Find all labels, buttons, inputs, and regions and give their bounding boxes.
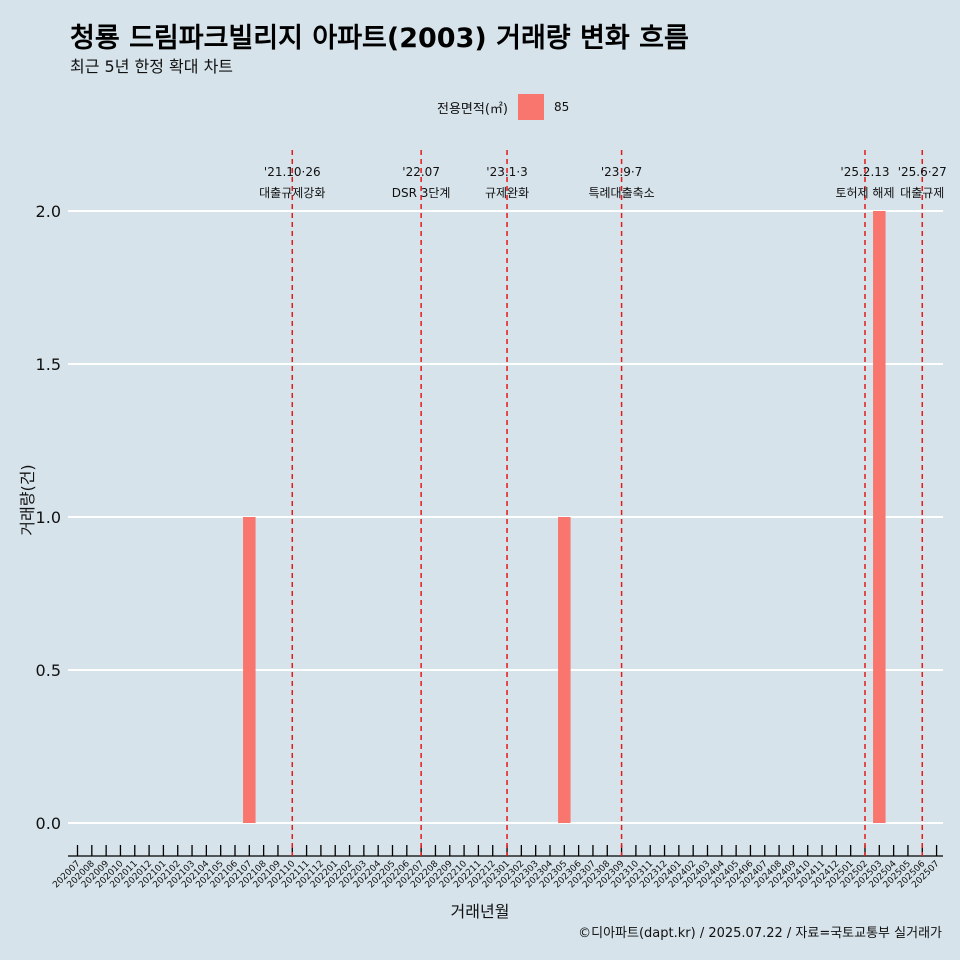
event-label: DSR 3단계: [392, 186, 451, 200]
legend-swatch: [517, 94, 544, 120]
y-tick-label: 0.0: [36, 814, 61, 833]
event-date: '25.2.13: [840, 165, 889, 179]
event-label: 규제완화: [485, 186, 529, 200]
event-label: 토허제 해제: [835, 186, 894, 200]
event-date: '21.10·26: [264, 165, 321, 179]
legend-label: 85: [553, 100, 570, 114]
y-tick-label: 0.5: [36, 661, 61, 680]
legend-title: 전용면적(㎡): [437, 101, 508, 117]
event-date: '23.9·7: [601, 165, 642, 179]
bar: [873, 211, 886, 823]
chart-subtitle: 최근 5년 한정 확대 차트: [70, 57, 234, 76]
bar: [243, 517, 256, 823]
y-axis-label: 거래량(건): [18, 464, 37, 536]
event-date: '23.1·3: [486, 165, 527, 179]
y-tick-label: 1.0: [36, 508, 61, 527]
y-tick-label: 2.0: [36, 202, 61, 221]
event-date: '25.6·27: [898, 165, 947, 179]
event-date: '22.07: [402, 165, 440, 179]
event-label: 특례대출축소: [588, 186, 654, 200]
event-label: 대출규제강화: [259, 186, 325, 200]
x-axis-label: 거래년월: [450, 902, 510, 921]
bar: [558, 517, 571, 823]
caption: ©디아파트(dapt.kr) / 2025.07.22 / 자료=국토교통부 실…: [578, 926, 942, 941]
legend: 전용면적(㎡) 85: [437, 94, 569, 120]
chart-title: 청룡 드림파크빌리지 아파트(2003) 거래량 변화 흐름: [70, 23, 689, 54]
y-tick-label: 1.5: [36, 355, 61, 374]
event-label: 대출규제: [900, 186, 944, 200]
